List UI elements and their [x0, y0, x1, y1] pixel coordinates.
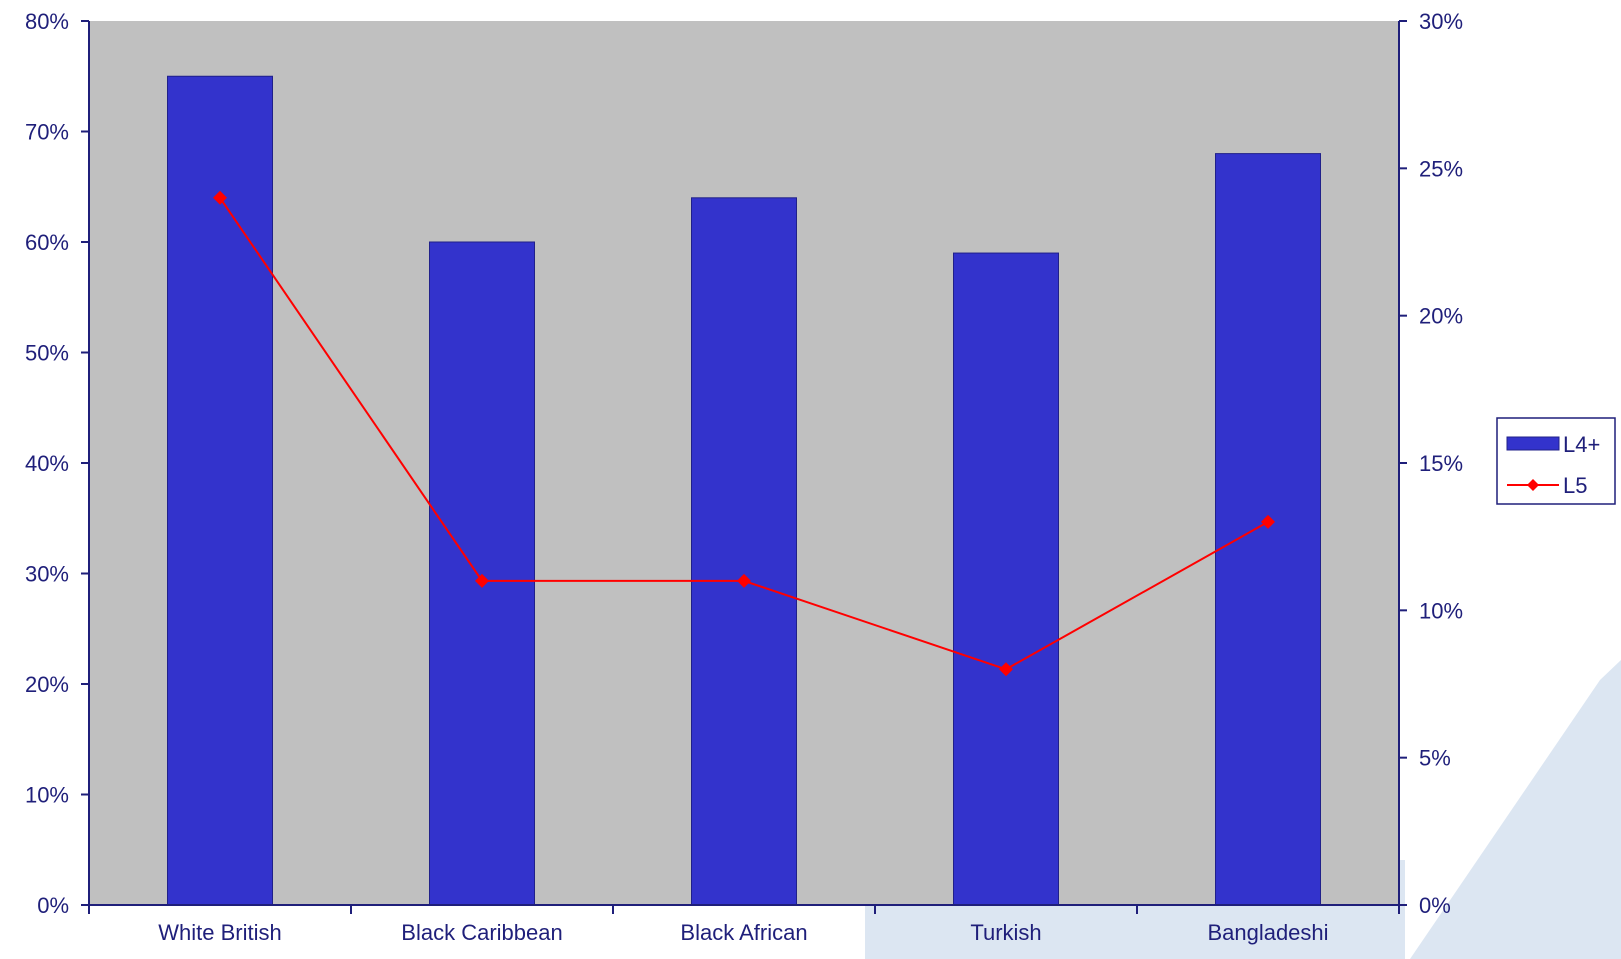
- legend-box: [1496, 417, 1616, 505]
- legend-swatch-l4plus: [1506, 436, 1560, 451]
- left-tick-label: 60%: [25, 230, 69, 255]
- bars: [167, 75, 1321, 906]
- point-l5-turkish: [999, 662, 1013, 677]
- bar-bangladeshi: [1215, 153, 1321, 906]
- left-axis-ticks: 0% 10% 20% 30% 40% 50% 60% 70% 80%: [25, 9, 89, 918]
- bar-black-caribbean: [429, 241, 535, 906]
- x-tick-label: Bangladeshi: [1207, 920, 1328, 945]
- left-tick-label: 20%: [25, 672, 69, 697]
- left-tick-label: 70%: [25, 120, 69, 145]
- point-l5-black-caribbean: [475, 573, 489, 588]
- point-l5-white-british: [213, 190, 227, 205]
- right-tick-label: 30%: [1419, 9, 1463, 34]
- bar-turkish: [953, 252, 1059, 906]
- x-tick-label: White British: [158, 920, 281, 945]
- point-l5-bangladeshi: [1261, 514, 1275, 529]
- decor-swoosh: [1410, 660, 1621, 959]
- right-tick-label: 5%: [1419, 746, 1451, 771]
- x-axis-ticks: White British Black Caribbean Black Africa…: [88, 905, 1400, 945]
- right-tick-label: 25%: [1419, 156, 1463, 181]
- point-l5-black-african: [737, 573, 751, 588]
- right-tick-label: 20%: [1419, 304, 1463, 329]
- x-tick-label: Black African: [680, 920, 807, 945]
- legend: L4+ L5: [1496, 417, 1616, 505]
- left-tick-label: 0%: [37, 893, 69, 918]
- legend-label-l5: L5: [1563, 473, 1587, 498]
- legend-swatch-l5-marker: [1527, 479, 1539, 491]
- right-axis-ticks: 0% 5% 10% 15% 20% 25% 30%: [1399, 9, 1463, 918]
- bar-black-african: [691, 197, 797, 906]
- right-tick-label: 10%: [1419, 598, 1463, 623]
- right-tick-label: 15%: [1419, 451, 1463, 476]
- left-tick-label: 50%: [25, 341, 69, 366]
- bar-white-british: [167, 75, 273, 906]
- x-tick-label: Black Caribbean: [401, 920, 562, 945]
- left-tick-label: 10%: [25, 783, 69, 808]
- line-series: [213, 190, 1275, 677]
- left-tick-label: 80%: [25, 9, 69, 34]
- legend-label-l4plus: L4+: [1563, 432, 1600, 457]
- right-tick-label: 0%: [1419, 893, 1451, 918]
- left-tick-label: 40%: [25, 451, 69, 476]
- x-tick-label: Turkish: [970, 920, 1041, 945]
- left-tick-label: 30%: [25, 562, 69, 587]
